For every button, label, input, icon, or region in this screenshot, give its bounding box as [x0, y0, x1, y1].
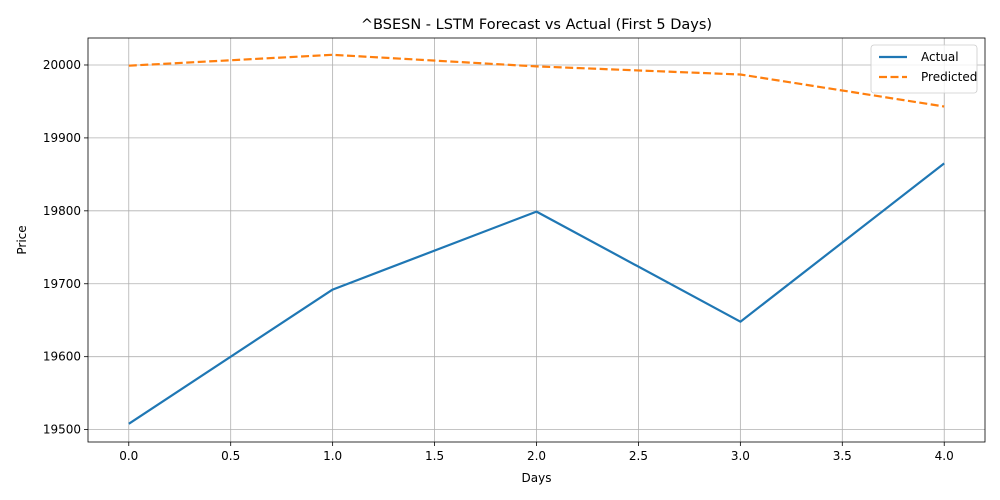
- x-tick-label: 3.5: [833, 449, 852, 463]
- y-tick-label: 19500: [43, 423, 81, 437]
- legend: Actual Predicted: [870, 44, 978, 94]
- chart-title: ^BSESN - LSTM Forecast vs Actual (First …: [361, 17, 712, 33]
- y-axis-label: Price: [15, 225, 29, 254]
- y-tick-label: 19700: [43, 277, 81, 291]
- legend-label-predicted: Predicted: [921, 70, 977, 84]
- x-tick-label: 2.0: [527, 449, 546, 463]
- x-tick-label: 0.5: [221, 449, 240, 463]
- x-tick-label: 1.5: [425, 449, 444, 463]
- y-tick-label: 19900: [43, 131, 81, 145]
- x-tick-label: 1.0: [323, 449, 342, 463]
- ticks: 0.0 0.5 1.0 1.5 2.0 2.5 3.0 3.5 4.0 19500 19600 197…: [43, 58, 954, 463]
- series-line-actual: [128, 162, 945, 425]
- x-tick-label: 2.5: [629, 449, 648, 463]
- series-layer: [128, 53, 945, 425]
- x-tick-label: 0.0: [119, 449, 138, 463]
- x-tick-label: 3.0: [731, 449, 750, 463]
- y-tick-label: 19600: [43, 350, 81, 364]
- y-tick-label: 20000: [43, 58, 81, 72]
- x-axis-label: Days: [522, 471, 552, 485]
- series-line-predicted: [128, 53, 945, 108]
- y-tick-label: 19800: [43, 204, 81, 218]
- x-tick-label: 4.0: [935, 449, 954, 463]
- legend-label-actual: Actual: [921, 50, 959, 64]
